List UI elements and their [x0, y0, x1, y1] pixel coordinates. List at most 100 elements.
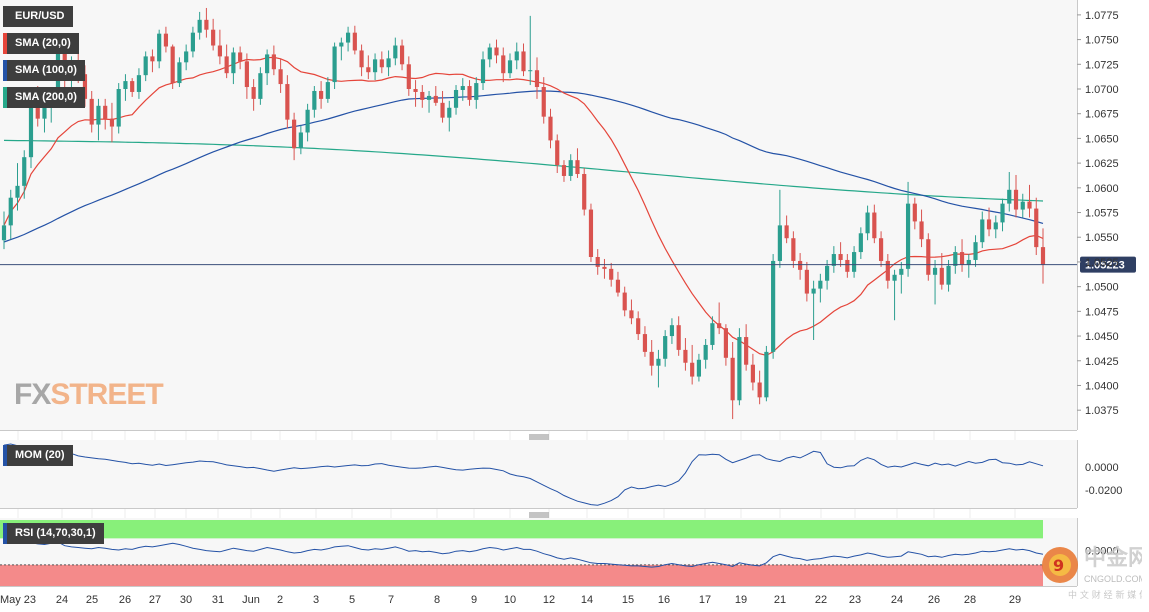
candle-body [440, 102, 445, 118]
time-tick-label: 17 [699, 594, 711, 606]
candle-body [919, 221, 924, 240]
candle-body [197, 19, 202, 33]
price-axis: 1.0775 1.0750 1.0725 1.0700 1.0675 1.0650 1.06… [1077, 10, 1119, 417]
watermark-fx: FX [14, 378, 51, 411]
candles [1, 7, 1046, 420]
time-tick-label: 19 [735, 594, 747, 606]
time-tick-label: 2 [277, 594, 283, 606]
candle-body [514, 51, 519, 61]
indicator-label-rsi[interactable]: RSI (14,70,30,1) [3, 523, 104, 544]
candle-body [487, 47, 492, 60]
candle-body [386, 58, 391, 68]
candle-body [1, 225, 7, 241]
candle-body [1020, 201, 1025, 210]
sma200-line [3, 139, 1044, 202]
candle-body [838, 254, 843, 260]
price-tick-label: 1.0375 [1085, 405, 1119, 417]
candle-body [932, 267, 938, 275]
rsi-zones [0, 520, 1043, 586]
candle-body [609, 268, 614, 280]
indicator-label-sma200[interactable]: SMA (200,0) [3, 87, 85, 108]
candle-body [96, 105, 101, 125]
time-tick-label: 8 [434, 594, 440, 606]
time-tick-label: 16 [658, 594, 670, 606]
candle-body [35, 103, 40, 119]
candle-body [744, 337, 749, 365]
candle-body [345, 32, 351, 43]
sma20-color-bar [3, 33, 7, 54]
candle-body [399, 45, 405, 65]
candle-body [325, 82, 330, 99]
sma100-line [3, 90, 1044, 243]
sma100-text: SMA (100,0) [15, 64, 77, 76]
panel-frames [0, 0, 1078, 587]
candle-body [946, 265, 951, 285]
mom-axis: 0.0000 -0.0200 [1085, 462, 1122, 497]
candle-body [278, 69, 283, 85]
price-tick-label: 1.0675 [1085, 109, 1119, 121]
candle-body [575, 160, 580, 174]
candle-body [123, 81, 128, 89]
svg-text:中金网: 中金网 [1084, 545, 1142, 571]
price-tick-label: 1.0525 [1085, 257, 1119, 269]
candle-body [737, 337, 742, 401]
candle-body [332, 46, 337, 83]
candle-body [157, 33, 162, 62]
candle-body [366, 67, 371, 73]
indicator-label-sma100[interactable]: SMA (100,0) [3, 60, 85, 81]
candle-body [696, 359, 702, 377]
candle-body [184, 51, 189, 63]
price-tick-label: 1.0625 [1085, 158, 1119, 170]
candle-body [447, 107, 452, 118]
candle-body [258, 73, 263, 99]
price-tick-label: 1.0425 [1085, 356, 1119, 368]
candle-body [980, 219, 985, 243]
candle-body [177, 62, 182, 84]
candle-body [89, 98, 94, 125]
candle-body [636, 318, 641, 335]
candle-body [656, 358, 661, 366]
candle-body [211, 29, 216, 46]
indicator-label-sma20[interactable]: SMA (20,0) [3, 33, 79, 54]
indicator-label-mom[interactable]: MOM (20) [3, 445, 73, 466]
candle-body [224, 56, 229, 74]
candle-body [845, 259, 850, 272]
candle-body [433, 95, 438, 103]
sma20-text: SMA (20,0) [15, 37, 71, 49]
candle-body [528, 70, 533, 72]
panel-resize-handle[interactable] [529, 512, 549, 518]
candle-body [710, 323, 715, 345]
rsi-overbought-zone [0, 520, 1043, 539]
time-tick-label: 10 [504, 594, 516, 606]
candle-body [595, 257, 600, 267]
candle-body [1007, 189, 1012, 204]
candle-body [251, 87, 256, 99]
time-tick-label: 29 [1009, 594, 1021, 606]
watermark-street: STREET [50, 378, 163, 411]
candle-body [993, 222, 998, 230]
candle-body [791, 238, 796, 261]
mom-tick-label: -0.0200 [1085, 485, 1122, 497]
time-tick-label: 3 [313, 594, 319, 606]
candle-body [851, 252, 857, 272]
candle-body [568, 160, 573, 176]
panel-resize-handle[interactable] [529, 434, 549, 440]
candle-body [42, 107, 47, 119]
rsi-text: RSI (14,70,30,1) [15, 527, 96, 539]
candle-body [777, 225, 782, 261]
rsi-axis: 0.0000 [1085, 546, 1119, 558]
candle-body [649, 351, 654, 366]
candle-body [541, 87, 546, 117]
candle-body [757, 382, 762, 398]
symbol-label[interactable]: EUR/USD [3, 6, 73, 27]
candle-body [305, 109, 310, 133]
candle-body [764, 351, 769, 398]
time-tick-label: May 23 [0, 594, 36, 606]
candle-body [865, 212, 870, 234]
candle-body [892, 274, 897, 281]
rsi-line [3, 539, 1044, 568]
candle-body [872, 212, 877, 239]
rsi-color-bar [3, 523, 7, 544]
candle-body [663, 336, 668, 359]
price-tick-label: 1.0575 [1085, 208, 1119, 220]
